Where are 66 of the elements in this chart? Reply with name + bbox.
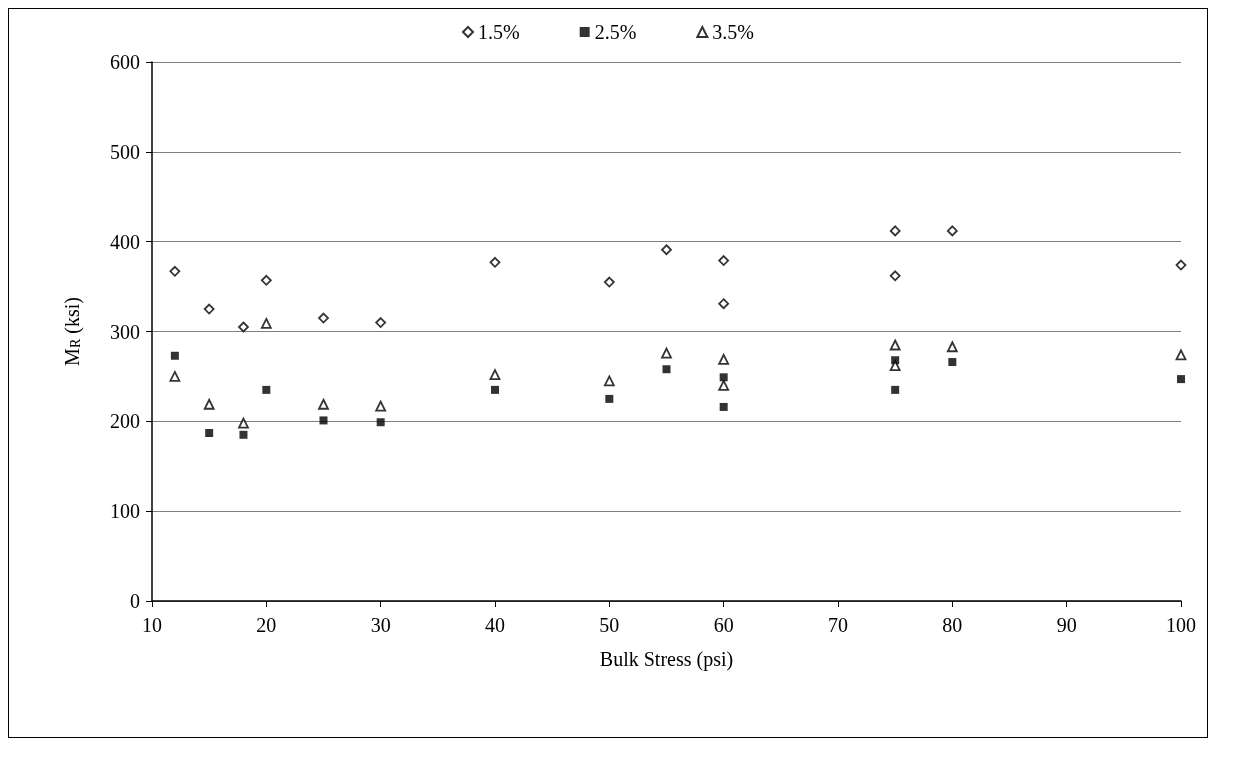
x-tick-label: 40: [485, 614, 505, 636]
point: [1177, 375, 1185, 384]
point: [719, 373, 728, 382]
x-tick-label: 90: [1056, 614, 1077, 636]
point: [718, 255, 730, 266]
x-tick-label: 20: [256, 614, 277, 636]
y-tick-label: 400: [110, 230, 140, 253]
point: [489, 369, 501, 381]
point: [891, 385, 900, 394]
point: [889, 270, 901, 282]
y-tick-label: 200: [110, 410, 140, 433]
legend-label: 3.5%: [712, 21, 754, 43]
y-axis-title: MR (ksi): [61, 297, 84, 366]
point: [319, 416, 328, 425]
point: [718, 353, 730, 365]
y-tick-label: 300: [110, 320, 140, 343]
point: [948, 358, 957, 367]
x-tick-label: 70: [828, 614, 848, 636]
x-tick-label: 60: [713, 614, 734, 636]
point: [238, 321, 249, 333]
point: [376, 418, 385, 427]
point: [889, 225, 901, 237]
point: [605, 394, 614, 403]
y-tick-label: 100: [110, 500, 140, 523]
y-tick-label: 500: [110, 140, 140, 163]
point: [889, 339, 901, 351]
point: [661, 244, 672, 256]
point: [238, 417, 249, 429]
y-tick-label: 600: [110, 51, 140, 73]
point: [260, 318, 272, 329]
point: [603, 276, 615, 288]
point: [719, 402, 728, 411]
point: [1175, 259, 1187, 271]
point: [603, 375, 615, 387]
point: [262, 385, 271, 394]
legend-label: 1.5%: [478, 21, 520, 43]
point: [889, 360, 901, 372]
point: [375, 400, 387, 412]
point: [239, 430, 248, 439]
point: [489, 256, 501, 268]
point: [318, 398, 329, 410]
y-tick-label: 0: [130, 590, 140, 612]
point: [946, 225, 958, 237]
point: [169, 371, 181, 382]
point: [718, 380, 730, 391]
point: [662, 365, 671, 374]
point: [169, 265, 181, 277]
point: [718, 298, 730, 310]
x-tick-label: 50: [599, 614, 620, 636]
point: [203, 303, 215, 315]
point: [205, 429, 214, 438]
point: [491, 385, 499, 394]
point: [260, 274, 272, 286]
point: [170, 351, 179, 360]
x-tick-label: 10: [142, 614, 162, 636]
x-tick-label: 30: [370, 614, 391, 636]
x-tick-label: 100: [1166, 614, 1196, 636]
point: [203, 398, 215, 410]
point: [946, 341, 958, 353]
point: [375, 317, 387, 328]
x-axis-title: Bulk Stress (psi): [599, 648, 734, 671]
legend-label: 2.5%: [594, 21, 637, 43]
x-tick-label: 80: [942, 614, 963, 636]
point: [1175, 349, 1187, 361]
point: [318, 312, 329, 324]
point: [661, 347, 672, 359]
